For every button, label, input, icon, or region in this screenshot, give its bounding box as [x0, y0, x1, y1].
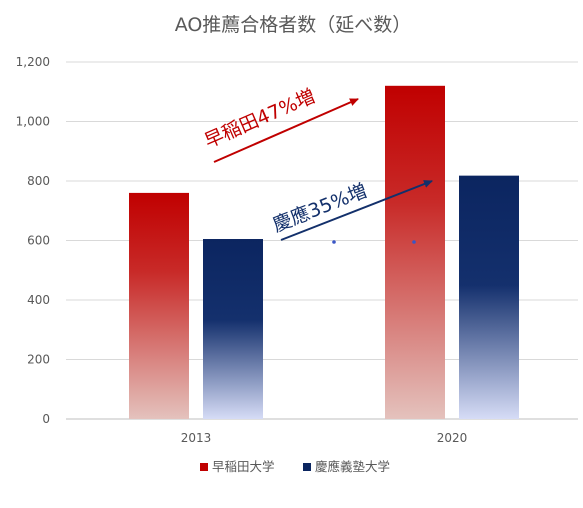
y-tick-label: 0 — [42, 412, 50, 426]
legend: 早稲田大学 慶應義塾大学 — [200, 459, 390, 474]
y-tick-label: 400 — [27, 293, 50, 307]
y-axis-ticks: 0 200 400 600 800 1,000 1,200 — [16, 55, 50, 426]
x-axis-ticks: 2013 2020 — [181, 431, 468, 445]
y-tick-label: 600 — [27, 234, 50, 248]
waseda-arrow — [213, 98, 359, 163]
y-tick-label: 800 — [27, 174, 50, 188]
marker-dot — [332, 240, 336, 244]
y-tick-label: 1,200 — [16, 55, 50, 69]
legend-label-keio: 慶應義塾大学 — [315, 459, 390, 474]
y-tick-label: 200 — [27, 353, 50, 367]
legend-swatch-keio — [303, 463, 311, 471]
bar-waseda-2020 — [385, 85, 445, 420]
x-tick-label: 2020 — [437, 431, 468, 445]
bars — [129, 85, 519, 420]
bar-keio-2013 — [203, 239, 263, 419]
legend-swatch-waseda — [200, 463, 208, 471]
legend-label-waseda: 早稲田大学 — [212, 459, 275, 474]
marker-dot — [412, 240, 416, 244]
bar-keio-2020 — [459, 175, 519, 419]
y-tick-label: 1,000 — [16, 115, 50, 129]
chart-title: AO推薦合格者数（延べ数） — [175, 14, 412, 36]
x-tick-label: 2013 — [181, 431, 212, 445]
keio-growth-label: 慶應35%増 — [269, 179, 370, 237]
bar-waseda-2013 — [129, 192, 189, 419]
keio-arrow — [280, 180, 433, 241]
